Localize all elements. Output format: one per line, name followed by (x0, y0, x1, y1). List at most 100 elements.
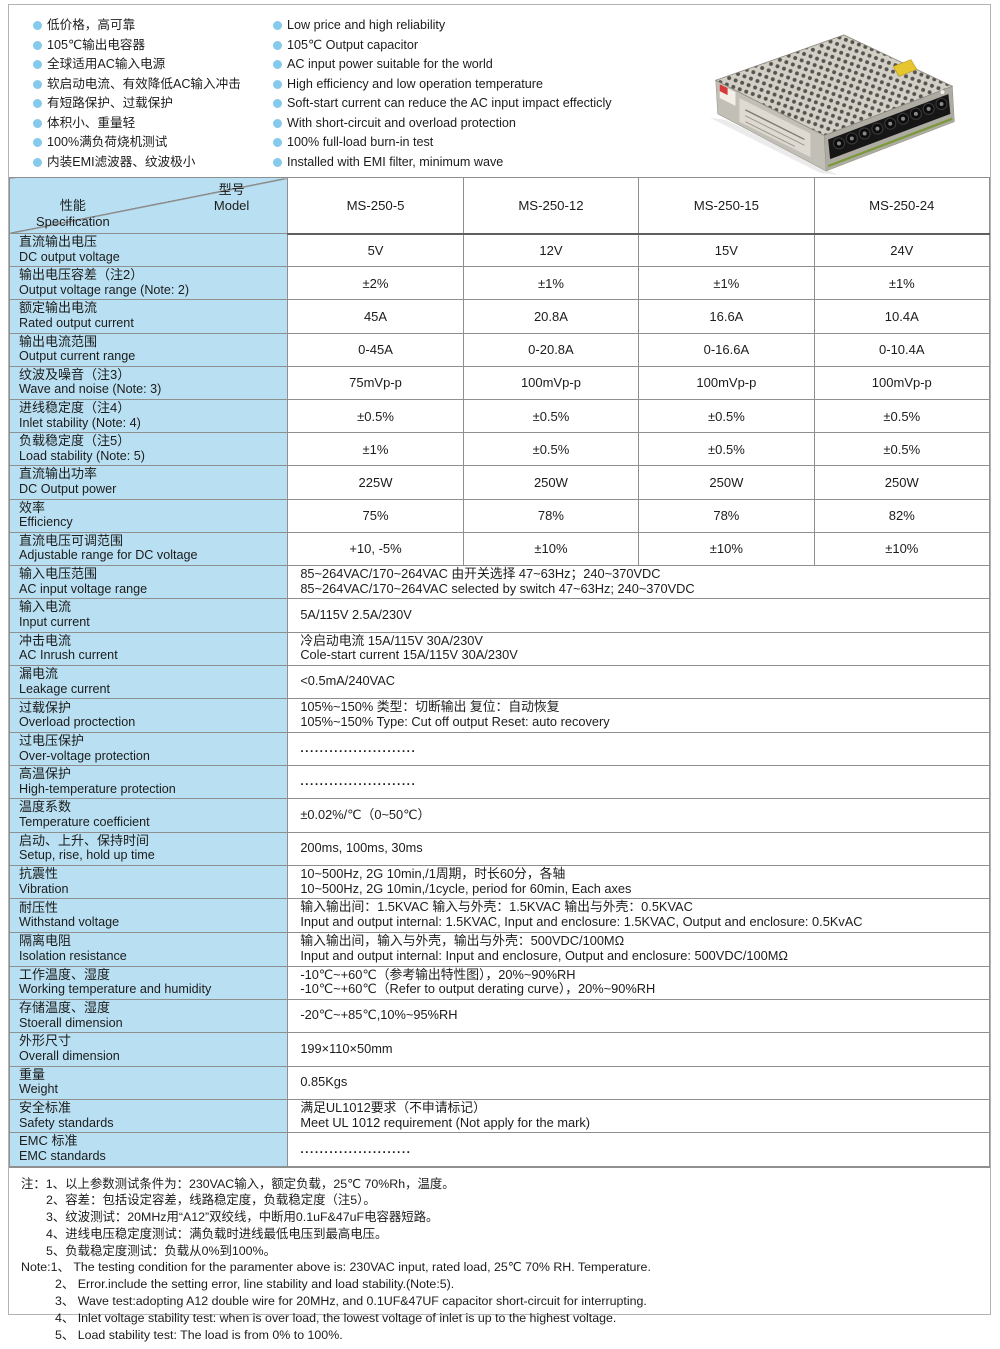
feature-item: 全球适用AC输入电源 (33, 55, 241, 75)
spec-value-cell: ±2% (288, 267, 463, 300)
spec-value-cell: 75% (288, 499, 463, 532)
note-line: 2、容差：包括设定容差，线路稳定度，负载稳定度（注5）。 (21, 1192, 980, 1209)
spec-label-en: Load stability (Note: 5) (19, 449, 283, 464)
spec-label-cn: 直流电压可调范围 (19, 534, 283, 549)
spec-label-en: Efficiency (19, 515, 283, 530)
spec-label-cn: 过载保护 (19, 701, 283, 716)
spec-label-cn: 冲击电流 (19, 634, 283, 649)
spec-label-cn: 抗震性 (19, 867, 283, 882)
note-line: 注：1、以上参数测试条件为：230VAC输入，额定负载，25℃ 70%Rh，温度… (21, 1176, 980, 1193)
spec-span-line: Cole-start current 15A/115V 30A/230V (300, 648, 983, 663)
spec-value-cell: ±1% (639, 267, 814, 300)
spec-label-en: Adjustable range for DC voltage (19, 548, 283, 563)
feature-item: High efficiency and low operation temper… (273, 75, 612, 95)
feature-label: With short-circuit and overload protecti… (287, 114, 516, 134)
feature-item: 软启动电流、有效降低AC输入冲击 (33, 75, 241, 95)
spec-span-line: Meet UL 1012 requirement (Not apply for … (300, 1116, 983, 1131)
bullet-icon (273, 60, 282, 69)
spec-span-line: 10~500Hz, 2G 10min,/1cycle, period for 6… (300, 882, 983, 897)
feature-label: 体积小、重量轻 (47, 114, 135, 134)
spec-value-cell: ±0.5% (288, 399, 463, 432)
spec-label-en: Safety standards (19, 1116, 283, 1131)
spec-span-cell: 85~264VAC/170~264VAC 由开关选择 47~63Hz；240~3… (288, 565, 990, 599)
power-supply-illustration (700, 27, 976, 175)
feature-item: 105℃ Output capacitor (273, 36, 612, 56)
spec-label-cn: 进线稳定度（注4） (19, 401, 283, 416)
spec-label-cn: 耐压性 (19, 901, 283, 916)
spec-value-cell: 0-10.4A (814, 333, 989, 366)
spec-span-line: 输入输出间：1.5KVAC 输入与外壳：1.5KVAC 输出与外壳：0.5KVA… (300, 900, 983, 915)
bullet-icon (273, 138, 282, 147)
spec-header-en: Specification (36, 214, 110, 230)
feature-label: 全球适用AC输入电源 (47, 55, 165, 75)
bullet-icon (273, 99, 282, 108)
spec-label-en: Overall dimension (19, 1049, 283, 1064)
bullet-icon (273, 80, 282, 89)
note-line: 2、 Error.include the setting error, line… (21, 1276, 980, 1293)
note-line: 3、纹波测试：20MHz用“A12”双绞线，中断用0.1uF&47uF电容器短路… (21, 1209, 980, 1226)
spec-value-cell: ±10% (814, 532, 989, 565)
spec-value-cell: 0-16.6A (639, 333, 814, 366)
bullet-icon (33, 21, 42, 30)
spec-value-cell: 16.6A (639, 300, 814, 333)
spec-value-cell: 75mVp-p (288, 366, 463, 399)
spec-label-cn: 外形尺寸 (19, 1034, 283, 1049)
spec-value-cell: 0-45A (288, 333, 463, 366)
spec-span-cell: <0.5mA/240VAC (288, 666, 990, 699)
spec-label-en: Withstand voltage (19, 915, 283, 930)
spec-label-cn: EMC 标准 (19, 1134, 283, 1149)
bullet-icon (273, 21, 282, 30)
feature-label: Low price and high reliability (287, 16, 445, 36)
spec-span-line: ........................ (300, 741, 983, 756)
spec-label-cn: 输入电流 (19, 600, 283, 615)
spec-label-cell: 纹波及噪音（注3）Wave and noise (Note: 3) (10, 366, 288, 399)
spec-label-cn: 工作温度、湿度 (19, 968, 283, 983)
spec-value-cell: ±0.5% (639, 399, 814, 432)
spec-label-cn: 启动、上升、保持时间 (19, 834, 283, 849)
bullet-icon (273, 119, 282, 128)
spec-label-en: Setup, rise, hold up time (19, 848, 283, 863)
spec-header-label: 性能 Specification (36, 198, 110, 230)
spec-label-cn: 存储温度、湿度 (19, 1001, 283, 1016)
spec-value-cell: ±0.5% (639, 433, 814, 466)
feature-label: AC input power suitable for the world (287, 55, 493, 75)
spec-label-cell: 负载稳定度（注5）Load stability (Note: 5) (10, 433, 288, 466)
spec-value-cell: ±10% (463, 532, 638, 565)
spec-label-cn: 纹波及噪音（注3） (19, 368, 283, 383)
spec-label-en: EMC standards (19, 1149, 283, 1164)
spec-span-cell: ........................ (288, 766, 990, 799)
spec-label-en: Weight (19, 1082, 283, 1097)
notes-cn: 注：1、以上参数测试条件为：230VAC输入，额定负载，25℃ 70%Rh，温度… (21, 1176, 980, 1260)
spec-label-en: High-temperature protection (19, 782, 283, 797)
spec-value-cell: ±1% (288, 433, 463, 466)
spec-span-cell: 200ms, 100ms, 30ms (288, 832, 990, 865)
spec-value-cell: 250W (639, 466, 814, 499)
bullet-icon (33, 158, 42, 167)
bullet-icon (33, 138, 42, 147)
spec-span-line: 满足UL1012要求（不申请标记） (300, 1101, 983, 1116)
spec-label-cell: 输出电压容差（注2）Output voltage range (Note: 2) (10, 267, 288, 300)
spec-label-en: Working temperature and humidity (19, 982, 283, 997)
spec-label-en: Over-voltage protection (19, 749, 283, 764)
